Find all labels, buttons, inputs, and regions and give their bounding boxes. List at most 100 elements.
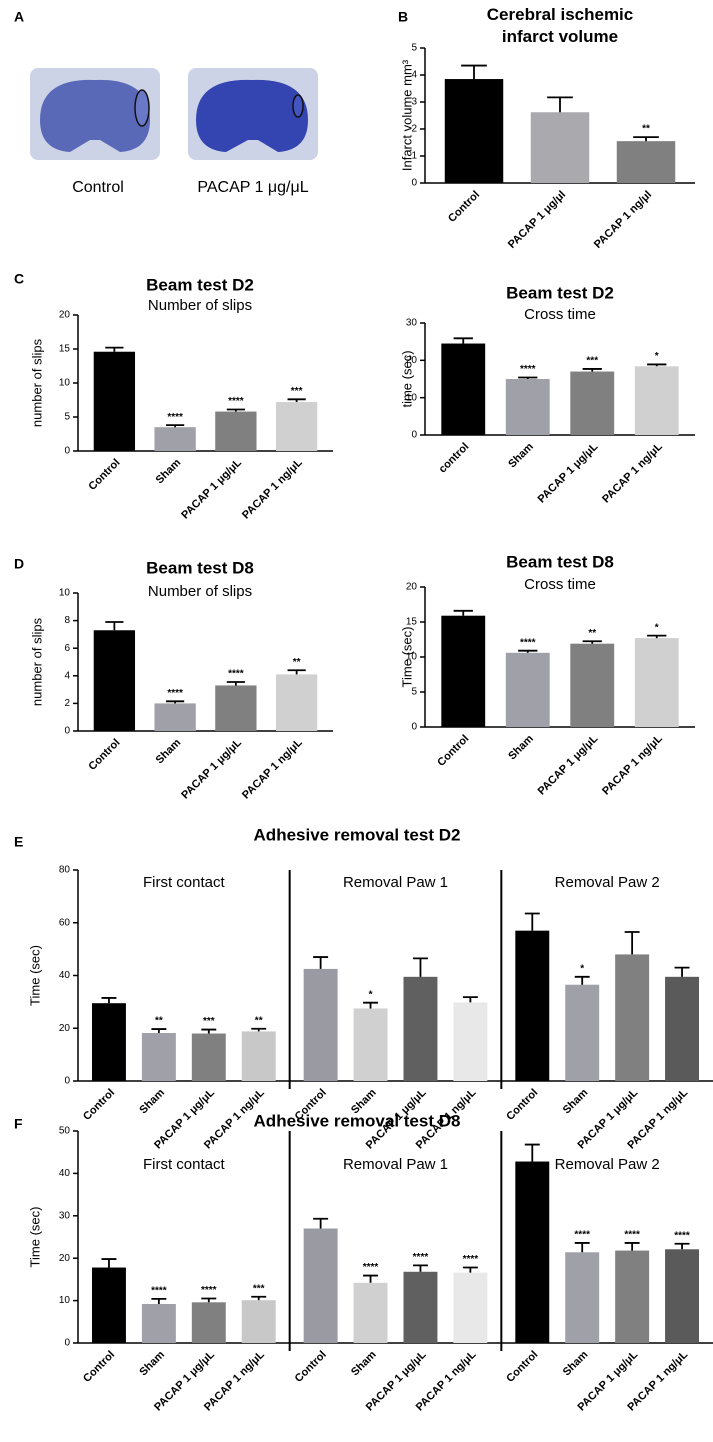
y-tick-label: 0 — [64, 726, 70, 737]
y-tick-label: 2 — [64, 698, 70, 709]
chart-subtitle: Number of slips — [148, 583, 252, 600]
bar — [142, 1033, 176, 1081]
panel-name: Removal Paw 1 — [343, 874, 448, 891]
error-bar — [201, 1030, 216, 1034]
y-tick-label: 20 — [406, 582, 418, 593]
chart-subtitle: Number of slips — [148, 297, 252, 314]
y-tick-label: 50 — [59, 1126, 71, 1137]
x-tick-label: Sham — [349, 1349, 379, 1379]
x-tick-label: PACAP 1 μg/μL — [179, 737, 244, 802]
x-tick-label: Sham — [561, 1087, 591, 1117]
error-bar — [105, 348, 123, 352]
significance-label: * — [580, 963, 584, 974]
bar — [94, 352, 135, 451]
chart-title: Adhesive removal test D2 — [254, 825, 461, 844]
bar — [403, 977, 437, 1081]
bar — [354, 1283, 388, 1343]
y-tick-label: 4 — [64, 670, 70, 681]
bar — [453, 1273, 487, 1343]
significance-label: **** — [574, 1230, 590, 1241]
y-tick-label: 0 — [64, 446, 70, 457]
x-tick-label: Sham — [137, 1349, 167, 1379]
y-tick-label: 0 — [64, 1338, 70, 1349]
error-bar — [227, 682, 245, 685]
error-bar — [575, 977, 590, 985]
panel-name: Removal Paw 2 — [555, 874, 660, 891]
x-tick-label: Sham — [506, 441, 536, 471]
y-tick-label: 5 — [411, 687, 417, 698]
error-bar — [583, 369, 602, 372]
bar — [565, 1252, 599, 1343]
significance-label: **** — [167, 412, 183, 423]
x-tick-label: Control — [81, 1349, 117, 1385]
significance-label: **** — [151, 1286, 167, 1297]
y-tick-label: 20 — [59, 310, 71, 321]
bar — [565, 985, 599, 1081]
x-tick-label: Sham — [137, 1087, 167, 1117]
panel-label: D — [14, 556, 24, 572]
bar — [242, 1031, 276, 1081]
bar — [242, 1300, 276, 1343]
error-bar — [625, 932, 640, 954]
x-tick-label: Sham — [561, 1349, 591, 1379]
significance-label: **** — [413, 1252, 429, 1263]
y-tick-label: 0 — [64, 1076, 70, 1087]
y-tick-label: 10 — [59, 378, 71, 389]
x-tick-label: Sham — [506, 733, 536, 763]
error-bar — [363, 1276, 378, 1283]
error-bar — [647, 636, 666, 638]
error-bar — [151, 1299, 166, 1304]
x-tick-label: control — [437, 441, 472, 476]
chart-title: Beam test D8 — [506, 552, 614, 571]
bar — [192, 1302, 226, 1343]
panel-label: A — [14, 9, 24, 25]
figure: Control PACAP 1 μg/μL A B C D E F Cerebr… — [0, 0, 713, 1442]
image-caption: PACAP 1 μg/μL — [197, 179, 308, 196]
y-tick-label: 20 — [406, 355, 418, 366]
significance-label: * — [369, 989, 373, 1000]
brain-images: Control PACAP 1 μg/μL — [30, 68, 318, 196]
significance-label: ** — [642, 124, 650, 135]
bar — [531, 112, 589, 183]
x-tick-label: Control — [86, 737, 122, 773]
error-bar — [201, 1298, 216, 1302]
x-tick-label: PACAP 1 ng/μL — [240, 456, 305, 521]
x-tick-label: Control — [435, 733, 471, 769]
error-bar — [525, 914, 540, 931]
error-bar — [454, 611, 473, 616]
significance-label: **** — [228, 669, 244, 680]
y-axis-label: Time (sec) — [27, 1207, 42, 1268]
x-tick-label: Sham — [154, 737, 184, 767]
bar — [304, 969, 338, 1081]
significance-label: **** — [201, 1285, 217, 1296]
error-bar — [251, 1029, 266, 1032]
significance-label: **** — [463, 1254, 479, 1265]
y-tick-label: 20 — [59, 1023, 71, 1034]
y-tick-label: 1 — [411, 151, 417, 162]
error-bar — [647, 364, 666, 366]
error-bar — [625, 1243, 640, 1251]
y-tick-label: 10 — [406, 392, 418, 403]
y-tick-label: 15 — [59, 344, 71, 355]
error-bar — [363, 1003, 378, 1009]
bar — [154, 427, 195, 451]
significance-label: ** — [155, 1016, 163, 1027]
panel-name: Removal Paw 2 — [555, 1156, 660, 1173]
infarct-outline — [293, 95, 303, 117]
bar — [570, 644, 614, 727]
x-tick-label: PACAP 1 ng/μL — [600, 732, 665, 797]
x-tick-label: PACAP 1 μg/μL — [536, 441, 601, 506]
bar — [354, 1008, 388, 1081]
significance-label: ** — [255, 1015, 263, 1026]
y-tick-label: 10 — [59, 588, 71, 599]
error-bar — [454, 338, 473, 343]
x-tick-label: PACAP 1 μg/μL — [179, 457, 244, 522]
title-box: Cerebral ischemic infarct volume — [460, 4, 660, 50]
error-bar — [575, 1243, 590, 1252]
significance-label: * — [655, 351, 659, 362]
y-tick-label: 40 — [59, 1168, 71, 1179]
image-caption: Control — [72, 179, 124, 196]
significance-label: **** — [167, 688, 183, 699]
bar — [441, 344, 485, 435]
x-tick-label: PACAP 1 ng/μL — [600, 440, 665, 505]
